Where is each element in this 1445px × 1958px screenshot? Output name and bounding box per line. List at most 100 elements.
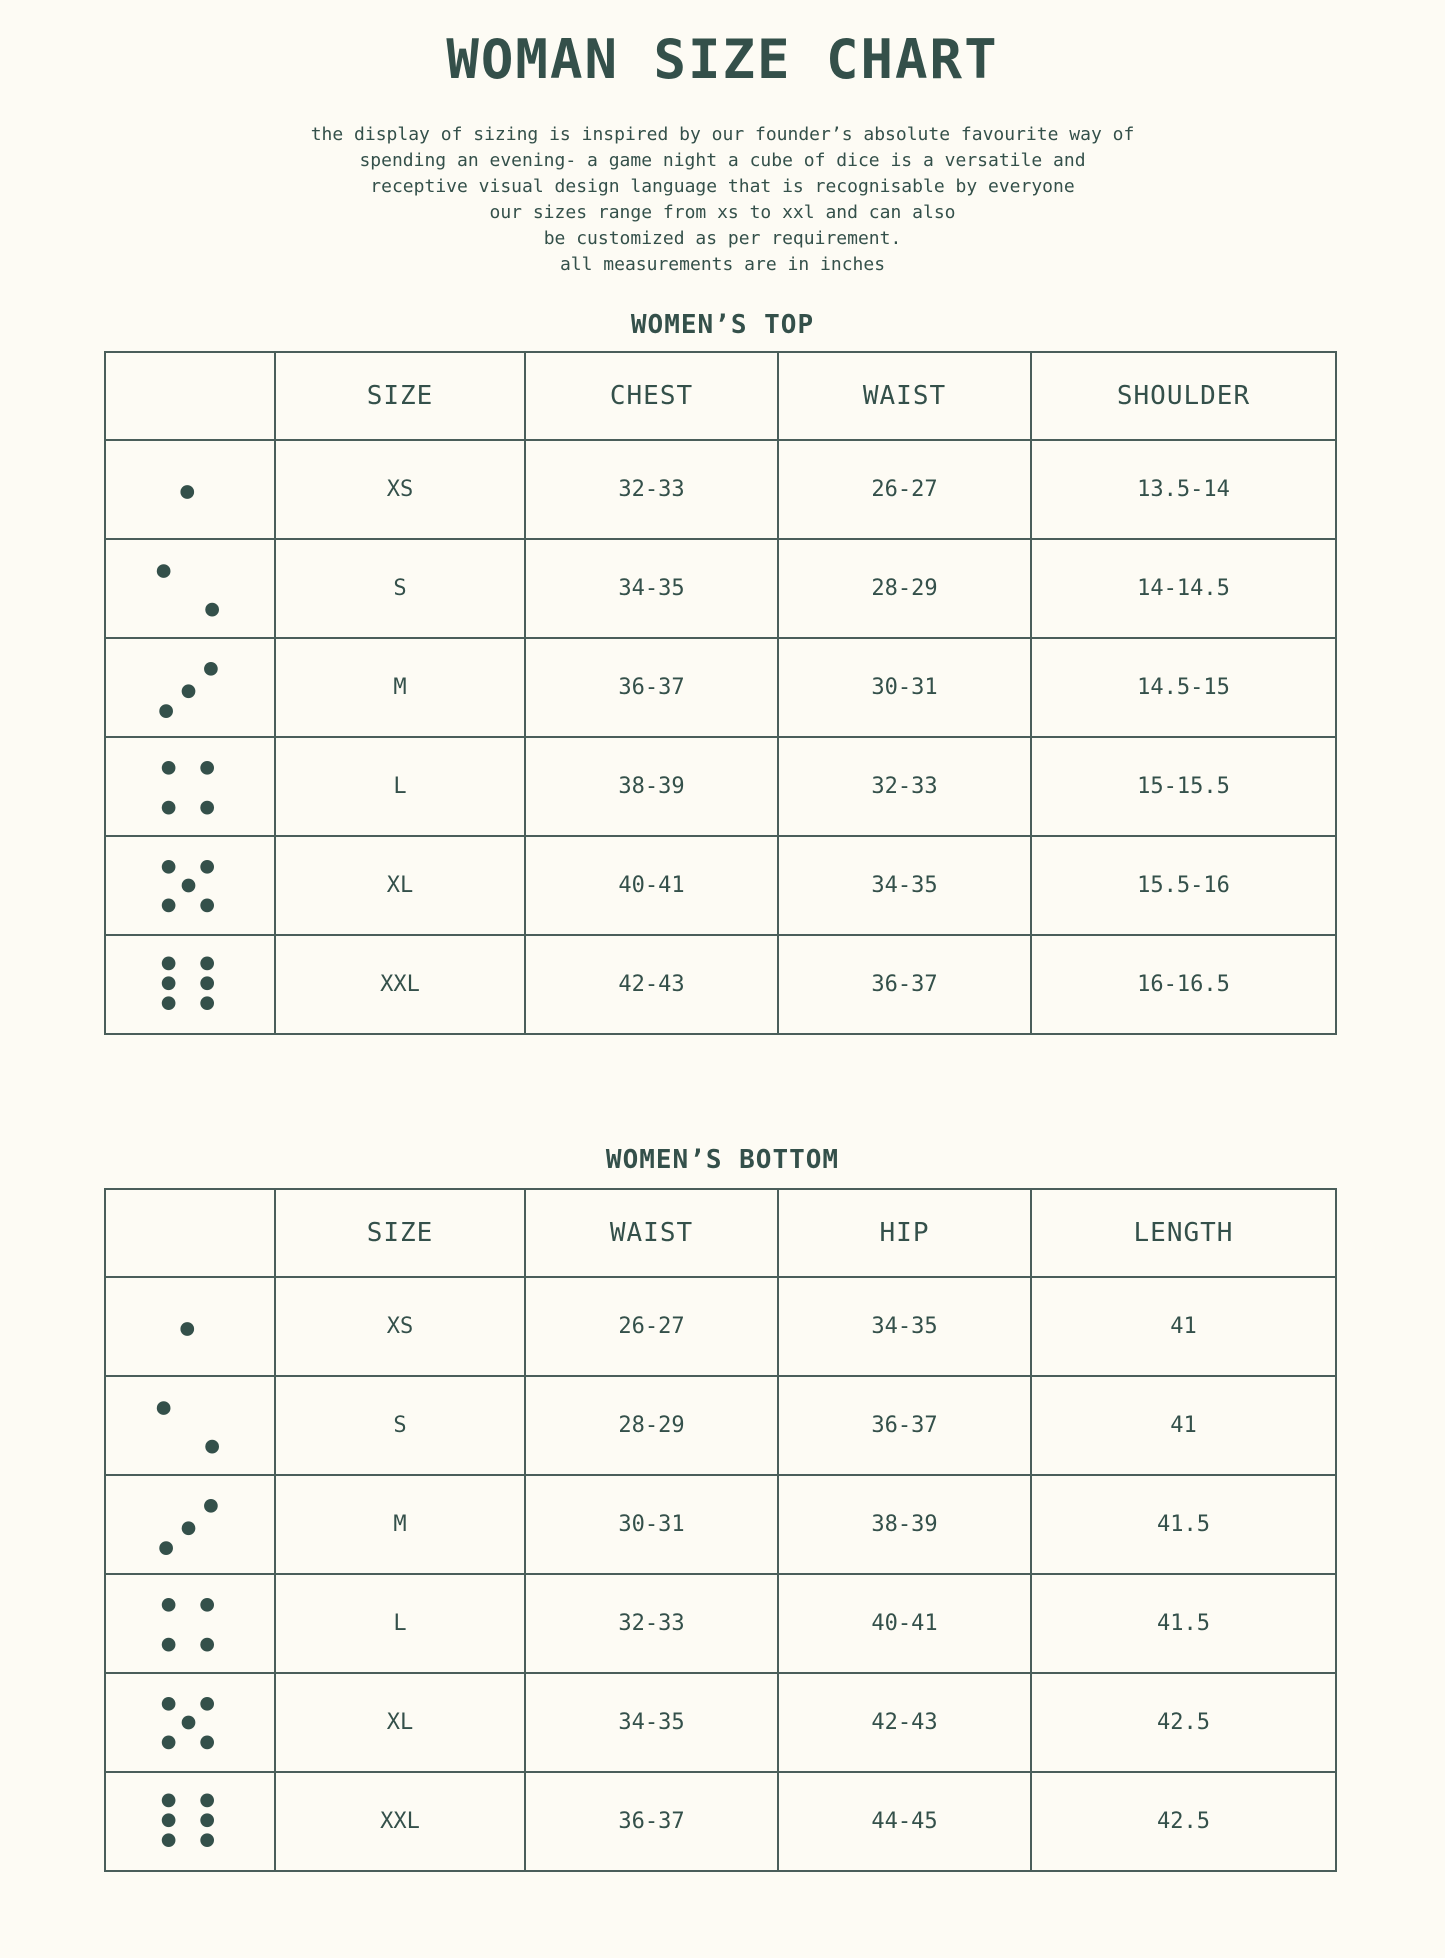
dice-pip [161, 800, 176, 815]
measurement-cell: 34-35 [524, 1672, 779, 1773]
dice-pip [204, 1499, 218, 1513]
header-row: SIZE CHEST WAIST SHOULDER [104, 351, 1337, 441]
dice-1-icon [180, 1322, 195, 1336]
dice-pip [200, 1637, 215, 1652]
intro-line: the display of sizing is inspired by our… [310, 124, 1135, 145]
measurement-cell: 14-14.5 [1030, 538, 1337, 639]
table-row: XXL 42-43 36-37 16-16.5 [104, 934, 1337, 1035]
dice-pip [161, 1813, 176, 1828]
dice-pip [181, 684, 196, 699]
column-header [104, 351, 276, 441]
measurement-cell: 42-43 [524, 934, 779, 1035]
table-row: XL 40-41 34-35 15.5-16 [104, 835, 1337, 936]
column-header: WAIST [524, 1188, 779, 1278]
dice-pip [200, 1813, 215, 1828]
column-header: SHOULDER [1030, 351, 1337, 441]
dice-pip [161, 1735, 176, 1750]
intro-line: all measurements are in inches [559, 254, 886, 275]
measurement-cell: 41 [1030, 1276, 1337, 1377]
measurement-cell: 36-37 [777, 1375, 1032, 1476]
measurement-cell: 15.5-16 [1030, 835, 1337, 936]
measurement-cell: 38-39 [524, 736, 779, 837]
dice-pip [205, 1439, 219, 1454]
measurement-cell: 42.5 [1030, 1771, 1337, 1872]
measurement-cell: 14.5-15 [1030, 637, 1337, 738]
dice-cell [104, 835, 276, 936]
dice-cell [104, 439, 276, 540]
dice-cell [104, 1573, 276, 1674]
measurement-cell: 28-29 [777, 538, 1032, 639]
dice-pip [204, 662, 218, 676]
table-row: L 38-39 32-33 15-15.5 [104, 736, 1337, 837]
dice-cell [104, 736, 276, 837]
size-cell: XS [274, 439, 526, 540]
measurement-cell: 36-37 [524, 637, 779, 738]
measurement-cell: 38-39 [777, 1474, 1032, 1575]
measurement-cell: 40-41 [777, 1573, 1032, 1674]
measurement-cell: 32-33 [777, 736, 1032, 837]
intro-line: spending an evening- a game night a cube… [359, 150, 1086, 171]
dice-pip [180, 485, 195, 499]
dice-pip [159, 1541, 173, 1555]
measurement-cell: 41 [1030, 1375, 1337, 1476]
measurement-cell: 26-27 [524, 1276, 779, 1377]
top-table-title: WOMEN’S TOP [630, 310, 815, 340]
table-row: M 30-31 38-39 41.5 [104, 1474, 1337, 1575]
measurement-cell: 30-31 [777, 637, 1032, 738]
dice-cell [104, 1672, 276, 1773]
dice-pip [200, 1598, 215, 1612]
dice-pip [200, 956, 215, 971]
page-title: WOMAN SIZE CHART [446, 28, 999, 91]
measurement-cell: 42.5 [1030, 1672, 1337, 1773]
dice-pip [161, 1833, 176, 1847]
dice-5-icon [161, 1697, 215, 1750]
womens-bottom-table: SIZE WAIST HIP LENGTH XS 26-27 34-35 41 S 28-29 36… [104, 1188, 1337, 1872]
measurement-cell: 13.5-14 [1030, 439, 1337, 540]
measurement-cell: 28-29 [524, 1375, 779, 1476]
size-cell: M [274, 637, 526, 738]
intro-line: our sizes range from xs to xxl and can a… [489, 202, 956, 223]
table-row: M 36-37 30-31 14.5-15 [104, 637, 1337, 738]
dice-3-icon [159, 1499, 218, 1555]
measurement-cell: 16-16.5 [1030, 934, 1337, 1035]
measurement-cell: 30-31 [524, 1474, 779, 1575]
table-row: L 32-33 40-41 41.5 [104, 1573, 1337, 1674]
dice-pip [161, 956, 176, 971]
column-header: LENGTH [1030, 1188, 1337, 1278]
dice-pip [200, 761, 215, 775]
measurement-cell: 34-35 [777, 1276, 1032, 1377]
dice-pip [200, 996, 215, 1010]
dice-pip [156, 1401, 171, 1415]
dice-pip [161, 1697, 176, 1711]
size-cell: XL [274, 1672, 526, 1773]
dice-pip [180, 1322, 195, 1336]
intro-line: receptive visual design language that is… [370, 176, 1075, 197]
dice-pip [205, 602, 219, 617]
size-cell: S [274, 1375, 526, 1476]
intro-text: the display of sizing is inspired by our… [0, 122, 1445, 278]
dice-pip [159, 704, 173, 718]
bottom-table-title: WOMEN’S BOTTOM [605, 1145, 840, 1175]
dice-pip [200, 898, 215, 913]
dice-pip [161, 976, 176, 991]
measurement-cell: 42-43 [777, 1672, 1032, 1773]
dice-pip [161, 898, 176, 913]
dice-pip [181, 1715, 196, 1730]
dice-cell [104, 1474, 276, 1575]
dice-pip [181, 1521, 196, 1536]
column-header: HIP [777, 1188, 1032, 1278]
dice-pip [161, 860, 176, 874]
dice-pip [200, 800, 215, 815]
measurement-cell: 36-37 [777, 934, 1032, 1035]
table-row: S 34-35 28-29 14-14.5 [104, 538, 1337, 639]
column-header [104, 1188, 276, 1278]
dice-pip [161, 1598, 176, 1612]
dice-2-icon [156, 564, 219, 617]
size-cell: XXL [274, 934, 526, 1035]
dice-3-icon [159, 662, 218, 718]
dice-4-icon [161, 1598, 215, 1652]
measurement-cell: 34-35 [524, 538, 779, 639]
measurement-cell: 40-41 [524, 835, 779, 936]
size-cell: XL [274, 835, 526, 936]
measurement-cell: 41.5 [1030, 1474, 1337, 1575]
